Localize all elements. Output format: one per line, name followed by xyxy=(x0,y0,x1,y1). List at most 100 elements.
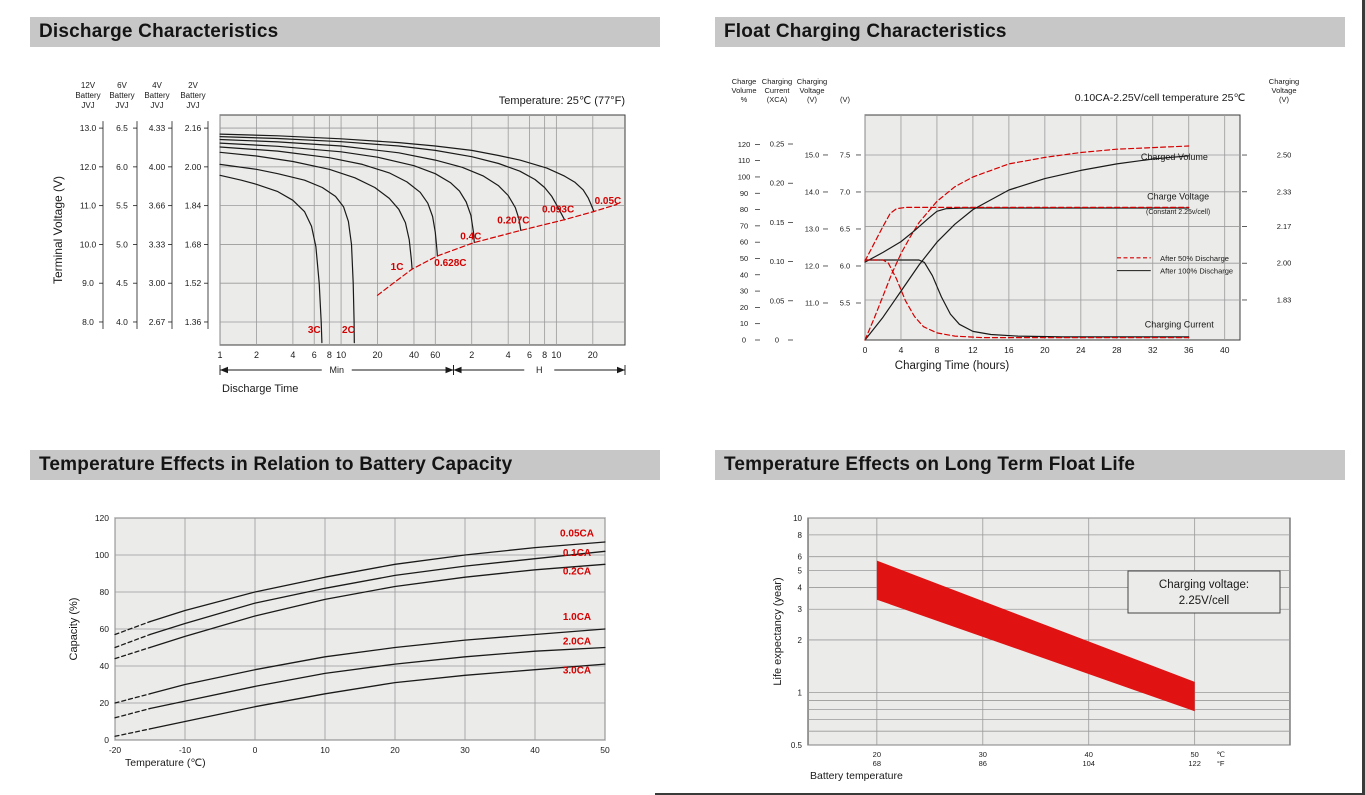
y-axis-header: Charging xyxy=(1269,77,1299,86)
series-0.1CA-dashed xyxy=(114,633,151,649)
x-tick-label-celsius: 30 xyxy=(979,750,987,759)
y-tick-label: 110 xyxy=(738,156,750,165)
y-axis-header: 2V xyxy=(188,81,198,90)
x-tick-label: 28 xyxy=(1112,345,1122,355)
y-tick-label: 15.0 xyxy=(805,150,820,159)
y-tick-label: 8.0 xyxy=(82,317,94,327)
x-tick-label: 6 xyxy=(312,350,317,360)
y-tick-label: 2.67 xyxy=(149,317,166,327)
curve-label-0.628C: 0.628C xyxy=(434,258,466,269)
plot-area xyxy=(219,114,626,346)
y-tick-label: 12.0 xyxy=(80,162,97,172)
y-tick-label: 4 xyxy=(798,583,803,592)
series-cutoff-voltage-locus xyxy=(376,203,618,296)
y-axis-header: JVJ xyxy=(186,101,199,110)
curve-label-1.0CA: 1.0CA xyxy=(563,612,591,623)
y-tick-label: 1 xyxy=(798,688,803,697)
x-tick-label: 2 xyxy=(469,350,474,360)
x-unit-fahrenheit: °F xyxy=(1217,759,1225,768)
y-tick-label: 10.0 xyxy=(80,239,97,249)
x-tick-label: 12 xyxy=(968,345,978,355)
y-tick-label: 6.5 xyxy=(116,123,128,133)
y-tick-label: 2.16 xyxy=(185,123,202,133)
y-axis-header: 6V xyxy=(117,81,127,90)
y-axis-title: Life expectancy (year) xyxy=(772,577,784,685)
y-axis-title: Terminal Voltage (V) xyxy=(51,176,65,284)
y-axis-header: 4V xyxy=(152,81,162,90)
curve-label-0.4C: 0.4C xyxy=(460,232,481,243)
series-3.0CA-dashed xyxy=(114,728,151,737)
y-tick-label: 0 xyxy=(775,336,779,345)
series-charging-current-100 xyxy=(864,259,1190,338)
series-0.05C xyxy=(219,133,595,213)
y-axis-header: Charging xyxy=(797,77,827,86)
y-tick-label: 10 xyxy=(793,514,802,523)
series-2C xyxy=(219,163,355,344)
curve-label-0.207C: 0.207C xyxy=(497,215,529,226)
y-tick-label: 6.0 xyxy=(116,162,128,172)
x-tick-label: 40 xyxy=(530,745,540,755)
y-tick-label: 100 xyxy=(95,550,109,560)
y-axis-header: Voltage xyxy=(799,86,824,95)
y-tick-label: 0 xyxy=(742,336,746,345)
section-header-float-life: Temperature Effects on Long Term Float L… xyxy=(715,450,1345,480)
y-tick-label: 5.0 xyxy=(116,239,128,249)
x-tick-label: 20 xyxy=(588,350,598,360)
x-tick-label-fahrenheit: 104 xyxy=(1082,759,1095,768)
y-tick-label: 6.5 xyxy=(840,224,850,233)
y-tick-label: 60 xyxy=(740,238,748,247)
x-tick-label: 30 xyxy=(460,745,470,755)
unit-label: H xyxy=(536,365,543,375)
y-tick-label: 3.00 xyxy=(149,278,166,288)
temperature-annotation: Temperature: 25℃ (77°F) xyxy=(499,95,625,107)
y-axis-header: (V) xyxy=(807,95,818,104)
x-tick-label: 32 xyxy=(1148,345,1158,355)
series-0.207C xyxy=(219,138,522,231)
x-axis-title: Discharge Time xyxy=(222,383,298,395)
x-tick-label: 20 xyxy=(373,350,383,360)
series-2.0CA xyxy=(149,646,606,710)
y-tick-label: 3.66 xyxy=(149,201,166,211)
page-edge-right xyxy=(1362,0,1365,795)
discharge-characteristics-chart: 1 2 4 6 8 10 20 40 60 2 4 6 8 10 2012VBatteryJVJ13.012… xyxy=(51,81,626,395)
y-tick-label: 80 xyxy=(740,205,748,214)
x-unit-celsius: ℃ xyxy=(1216,750,1225,759)
series-charge-voltage-100 xyxy=(864,207,1190,263)
unit-label: Min xyxy=(330,365,345,375)
y-axis-header: Battery xyxy=(180,91,205,100)
x-tick-label: 20 xyxy=(390,745,400,755)
y-tick-label: 1.83 xyxy=(1277,295,1292,304)
y-tick-label: 50 xyxy=(740,254,748,263)
y-tick-label: 120 xyxy=(738,140,751,149)
y-axis-header: Volume xyxy=(731,86,756,95)
series-2.0CA-dashed xyxy=(114,707,151,719)
y-tick-label: 1.68 xyxy=(185,239,202,249)
y-tick-label: 70 xyxy=(740,221,748,230)
y-tick-label: 0.20 xyxy=(770,179,785,188)
y-tick-label: 0.15 xyxy=(770,218,785,227)
y-tick-label: 60 xyxy=(100,624,110,634)
x-tick-label: 60 xyxy=(430,350,440,360)
section-header-float-charging: Float Charging Characteristics xyxy=(715,17,1345,47)
y-tick-label: 7.0 xyxy=(840,187,850,196)
x-tick-label: 4 xyxy=(506,350,511,360)
series-charge-voltage-50 xyxy=(864,206,1190,262)
series-1C xyxy=(219,151,413,270)
y-tick-label: 13.0 xyxy=(80,123,97,133)
series-3.0CA xyxy=(149,663,606,730)
y-axis-header: Battery xyxy=(109,91,134,100)
arrowhead xyxy=(453,366,462,374)
series-charged-volume-50 xyxy=(864,145,1190,341)
y-tick-label: 120 xyxy=(95,513,109,523)
y-axis-header: Charging xyxy=(762,77,792,86)
y-tick-label: 4.00 xyxy=(149,162,166,172)
x-tick-label-celsius: 20 xyxy=(873,750,881,759)
x-tick-label: 2 xyxy=(254,350,259,360)
y-tick-label: 5 xyxy=(798,567,803,576)
plot-label: After 100% Discharge xyxy=(1160,267,1233,276)
y-axis-title: Capacity (%) xyxy=(68,598,80,661)
y-axis-header: JVJ xyxy=(81,101,94,110)
y-tick-label: 20 xyxy=(100,698,110,708)
x-tick-label: 20 xyxy=(1040,345,1050,355)
